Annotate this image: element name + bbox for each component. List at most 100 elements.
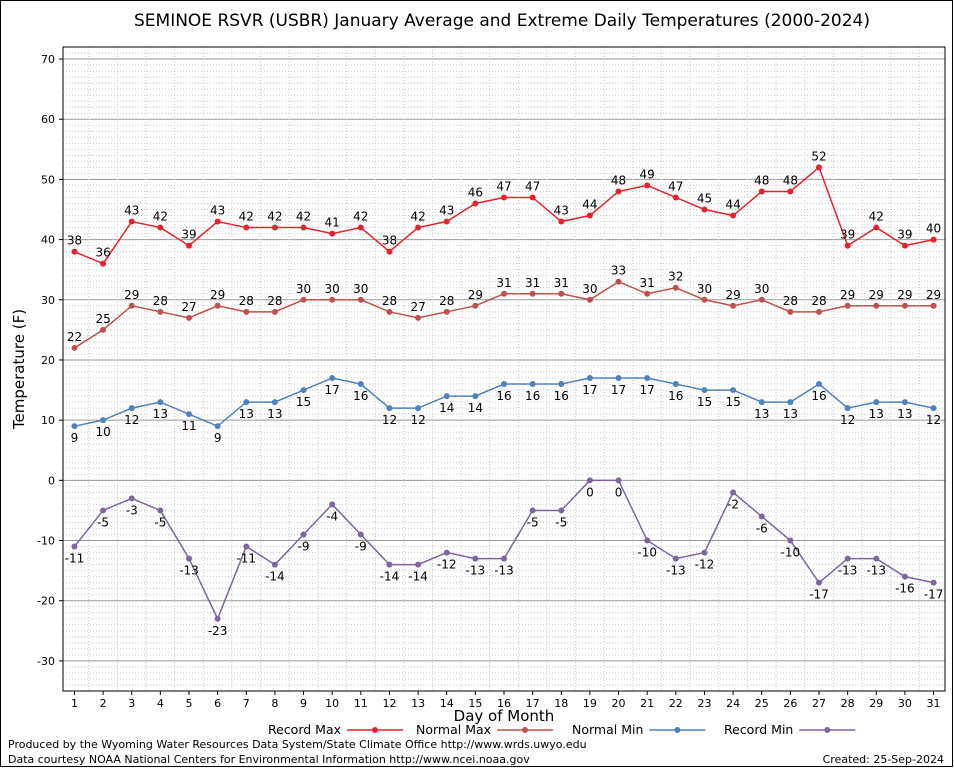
data-label: 31 [554, 276, 569, 290]
data-point [243, 224, 250, 231]
y-axis-ticks: -30 -20 -10 0 10 20 30 40 50 60 70 [37, 53, 63, 668]
data-label: -4 [326, 509, 338, 523]
data-label: 42 [267, 210, 282, 224]
x-tick-label: 28 [841, 697, 855, 710]
data-label: 17 [640, 383, 655, 397]
data-label: 15 [296, 395, 311, 409]
data-label: 42 [296, 210, 311, 224]
data-label: 15 [725, 395, 740, 409]
data-label: 16 [668, 389, 683, 403]
y-axis-label: Temperature (F) [10, 309, 28, 430]
data-point [901, 399, 908, 406]
footer-produced-by: Produced by the Wyoming Water Resources … [8, 738, 587, 751]
data-point [816, 308, 822, 315]
data-label: -10 [781, 546, 801, 560]
legend-marker-record-min [824, 727, 831, 733]
data-point [357, 224, 364, 231]
data-point [300, 296, 307, 303]
data-point [816, 381, 822, 388]
data-label: -12 [695, 558, 715, 572]
data-label: 48 [754, 173, 769, 187]
x-tick-label: 12 [382, 697, 396, 710]
data-point [501, 555, 507, 562]
x-tick-label: 26 [783, 697, 797, 710]
data-point [443, 549, 450, 556]
data-label: 30 [296, 282, 311, 296]
data-point [300, 387, 307, 394]
data-point [501, 194, 507, 201]
y-tick-label: 50 [41, 173, 55, 186]
data-point [271, 399, 278, 406]
legend-label-normal-min: Normal Min [572, 722, 643, 737]
data-point [100, 326, 107, 333]
data-label: 44 [582, 198, 597, 212]
x-tick-label: 16 [497, 697, 511, 710]
x-tick-label: 25 [755, 697, 769, 710]
series-record-min: -11-5-3-5-13-23-11-14-9-4-9-14 -14-12 -13-… [65, 477, 943, 638]
data-point [214, 302, 221, 309]
data-label: 13 [239, 407, 254, 421]
data-point [443, 218, 450, 225]
x-tick-label: 11 [354, 697, 368, 710]
data-point [644, 182, 651, 189]
data-label: 16 [353, 389, 368, 403]
x-tick-label: 21 [640, 697, 654, 710]
data-label: -23 [208, 624, 228, 638]
x-tick-label: 1 [71, 697, 78, 710]
data-label: 29 [840, 288, 855, 302]
data-label: 41 [325, 216, 340, 230]
data-label: 14 [439, 401, 454, 415]
data-label: -11 [65, 552, 85, 566]
data-point [443, 393, 450, 400]
data-label: -3 [126, 503, 138, 517]
data-point [186, 555, 192, 562]
data-point [844, 242, 851, 249]
y-tick-label: -10 [37, 535, 55, 548]
data-point [71, 248, 78, 255]
data-label: 15 [697, 395, 712, 409]
data-label: 13 [754, 407, 769, 421]
data-point [558, 218, 565, 225]
data-label: 36 [95, 246, 110, 260]
data-point [730, 489, 737, 496]
data-label: 29 [897, 288, 912, 302]
data-label: 12 [124, 413, 139, 427]
data-point [157, 399, 164, 406]
data-label: 16 [811, 389, 826, 403]
data-point [644, 290, 651, 297]
data-point [615, 375, 622, 382]
data-label: -17 [809, 588, 829, 602]
data-label: 0 [615, 485, 623, 499]
data-point [300, 531, 307, 538]
data-point [672, 381, 679, 388]
data-point [758, 513, 765, 520]
y-tick-label: 0 [48, 474, 55, 487]
data-label: 31 [496, 276, 511, 290]
data-label: 17 [582, 383, 597, 397]
data-point [930, 579, 937, 586]
data-point [901, 573, 908, 580]
data-label: -14 [408, 570, 428, 584]
y-tick-label: 60 [41, 113, 55, 126]
x-tick-label: 22 [669, 697, 683, 710]
data-label: -6 [756, 521, 768, 535]
data-label: 16 [554, 389, 569, 403]
data-point [472, 200, 479, 207]
data-point [873, 555, 880, 562]
data-point [271, 224, 278, 231]
data-point [386, 308, 393, 315]
x-tick-label: 23 [697, 697, 711, 710]
data-point [472, 302, 479, 309]
data-point [930, 302, 937, 309]
data-point [873, 302, 880, 309]
data-point [415, 561, 422, 568]
y-tick-label: 10 [41, 414, 55, 427]
series-record-max: 38 36 43 42 39 43 42 42 42 41 42 38 42 43 46 47 47 43 44 48… [67, 149, 941, 267]
data-label: -10 [637, 546, 657, 560]
data-label: 47 [525, 179, 540, 193]
data-label: 29 [926, 288, 941, 302]
x-tick-label: 9 [300, 697, 307, 710]
data-label: 33 [611, 264, 626, 278]
data-label: 11 [181, 419, 196, 433]
